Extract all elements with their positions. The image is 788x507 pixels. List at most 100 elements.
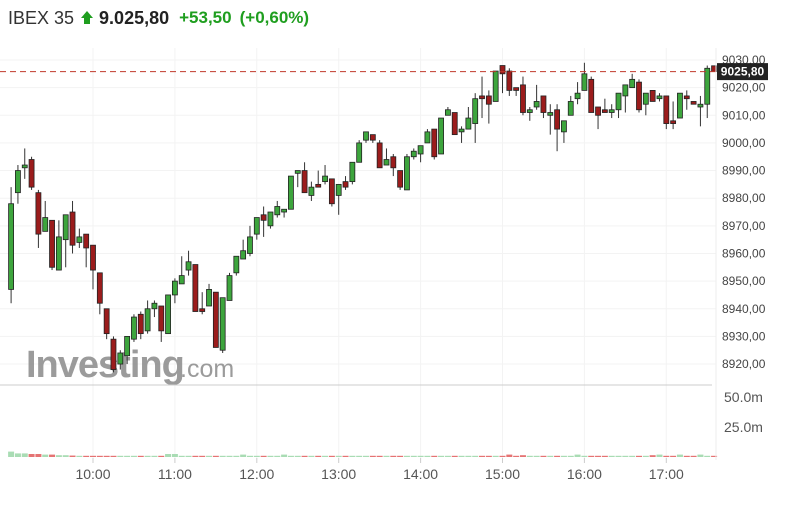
- candle[interactable]: [376, 140, 383, 169]
- candle[interactable]: [260, 206, 267, 237]
- candle[interactable]: [390, 153, 397, 177]
- candle[interactable]: [199, 292, 206, 315]
- candle[interactable]: [410, 148, 417, 160]
- candle[interactable]: [117, 350, 124, 370]
- candle[interactable]: [622, 84, 629, 113]
- candle[interactable]: [267, 211, 274, 229]
- candle[interactable]: [281, 208, 288, 218]
- candle[interactable]: [328, 178, 335, 207]
- candle[interactable]: [663, 95, 670, 130]
- candle[interactable]: [369, 134, 376, 143]
- candle[interactable]: [629, 73, 636, 89]
- candle[interactable]: [479, 76, 485, 119]
- candle[interactable]: [165, 294, 171, 335]
- candle[interactable]: [451, 112, 458, 136]
- candle[interactable]: [397, 170, 404, 190]
- candle[interactable]: [615, 92, 622, 119]
- candle[interactable]: [103, 308, 110, 340]
- candle[interactable]: [274, 200, 281, 218]
- candle[interactable]: [185, 250, 192, 276]
- candle[interactable]: [49, 219, 55, 271]
- candle[interactable]: [308, 181, 315, 201]
- candle[interactable]: [649, 90, 656, 102]
- candle[interactable]: [424, 129, 431, 144]
- candle[interactable]: [704, 65, 711, 119]
- candle[interactable]: [288, 175, 294, 210]
- candle[interactable]: [206, 283, 212, 307]
- candle[interactable]: [253, 217, 260, 240]
- candle[interactable]: [124, 335, 131, 365]
- candle[interactable]: [561, 120, 567, 143]
- candle[interactable]: [465, 106, 472, 130]
- candle[interactable]: [431, 128, 438, 160]
- candle[interactable]: [526, 106, 533, 121]
- candle[interactable]: [636, 79, 642, 113]
- candle[interactable]: [547, 104, 554, 135]
- candle[interactable]: [76, 228, 83, 248]
- candle[interactable]: [574, 82, 581, 105]
- candle[interactable]: [554, 104, 560, 152]
- candle[interactable]: [315, 170, 322, 188]
- candle[interactable]: [144, 300, 151, 334]
- candle[interactable]: [458, 126, 465, 143]
- candle[interactable]: [533, 84, 540, 110]
- candle[interactable]: [588, 76, 595, 113]
- candle[interactable]: [171, 278, 178, 304]
- candle[interactable]: [492, 70, 499, 102]
- candle[interactable]: [438, 117, 444, 155]
- candle[interactable]: [301, 162, 308, 194]
- candle[interactable]: [349, 161, 356, 185]
- candle[interactable]: [499, 65, 506, 94]
- candle[interactable]: [90, 244, 96, 290]
- candle[interactable]: [444, 106, 451, 116]
- candle[interactable]: [28, 156, 35, 190]
- candle[interactable]: [247, 225, 253, 257]
- candle[interactable]: [21, 148, 28, 179]
- candle[interactable]: [192, 264, 199, 312]
- candle[interactable]: [137, 311, 144, 340]
- candle[interactable]: [513, 87, 520, 96]
- candle[interactable]: [335, 183, 342, 215]
- candle[interactable]: [55, 220, 62, 271]
- candle[interactable]: [581, 62, 588, 91]
- candle[interactable]: [697, 95, 704, 127]
- candle[interactable]: [683, 90, 690, 110]
- candle[interactable]: [520, 76, 526, 116]
- candle[interactable]: [62, 214, 69, 268]
- candle[interactable]: [656, 93, 663, 102]
- candle[interactable]: [690, 101, 697, 105]
- candle[interactable]: [322, 165, 328, 185]
- candle[interactable]: [212, 291, 219, 348]
- candle[interactable]: [670, 101, 677, 130]
- candle[interactable]: [363, 131, 369, 143]
- candle[interactable]: [356, 140, 363, 163]
- candle[interactable]: [110, 336, 117, 373]
- candle[interactable]: [15, 165, 21, 204]
- candle[interactable]: [485, 90, 492, 124]
- candle[interactable]: [226, 272, 233, 301]
- candle[interactable]: [294, 170, 301, 188]
- candle[interactable]: [178, 256, 185, 285]
- candle[interactable]: [540, 95, 547, 119]
- candle[interactable]: [677, 92, 683, 119]
- candle[interactable]: [595, 106, 601, 130]
- candle[interactable]: [151, 300, 158, 318]
- candle[interactable]: [506, 68, 513, 96]
- candle[interactable]: [404, 153, 410, 191]
- candle[interactable]: [96, 272, 103, 315]
- candle[interactable]: [35, 189, 42, 248]
- candle[interactable]: [601, 98, 608, 113]
- candle[interactable]: [417, 145, 424, 163]
- candle[interactable]: [131, 314, 137, 342]
- candle[interactable]: [219, 297, 226, 353]
- candle[interactable]: [69, 200, 76, 254]
- candle[interactable]: [8, 187, 14, 304]
- candle[interactable]: [233, 255, 240, 276]
- candle[interactable]: [342, 176, 349, 190]
- candle[interactable]: [240, 239, 247, 260]
- candle[interactable]: [158, 305, 165, 342]
- candle[interactable]: [642, 92, 649, 116]
- candle[interactable]: [608, 104, 615, 119]
- candle[interactable]: [42, 200, 49, 232]
